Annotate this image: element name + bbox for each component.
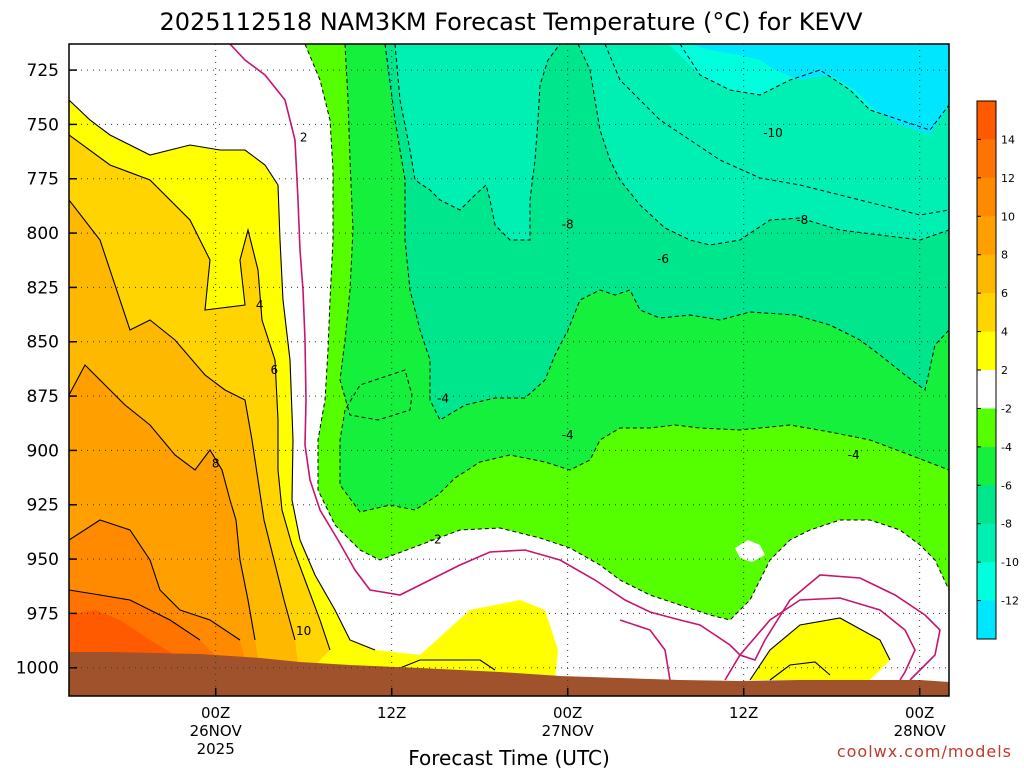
contour-2-pocket-right <box>749 617 891 681</box>
contour-label: -10 <box>763 126 783 140</box>
contour-2 <box>69 99 376 651</box>
colorbar-tick-label: 12 <box>1001 172 1015 185</box>
contour-label: -8 <box>562 217 574 231</box>
y-tick-label: 875 <box>27 387 59 407</box>
colorbar-segment <box>977 562 996 602</box>
y-tick-label: 950 <box>27 550 59 570</box>
fill-white-island <box>735 540 765 562</box>
colorbar-segment <box>977 254 996 294</box>
fill-gt14 <box>69 610 175 665</box>
colorbar-tick-label: 14 <box>1001 133 1015 146</box>
contour-label: -4 <box>562 428 574 442</box>
contour-m6 <box>384 44 949 421</box>
x-tick-label: 12Z <box>729 704 758 722</box>
contour-10 <box>69 519 241 641</box>
contour-m12 <box>679 44 949 131</box>
contour-4-pocket-right <box>769 661 831 681</box>
colorbar-segment <box>977 139 996 179</box>
plot-border <box>68 43 950 697</box>
x-tick-label: 28NOV <box>894 722 947 740</box>
colorbar-tick-label: -8 <box>1001 518 1012 531</box>
colorbar: 14 12 10 8 6 4 2 -2 -4 -6 -8 -10 -12 <box>976 100 1019 640</box>
colorbar-tick-label: 6 <box>1001 287 1008 300</box>
credit-link[interactable]: coolwx.com/models <box>837 742 1012 761</box>
colorbar-tick-label: 4 <box>1001 326 1008 339</box>
contour-label: 8 <box>212 456 220 470</box>
y-tick-label: 975 <box>27 604 59 624</box>
contour-label: 4 <box>256 298 264 312</box>
y-tick-label: 825 <box>27 278 59 298</box>
y-axis: 725 750 775 800 825 850 875 900 925 950 975 1000 <box>16 61 77 679</box>
colorbar-segment <box>977 370 996 409</box>
contour-8 <box>69 364 256 641</box>
y-tick-label: 800 <box>27 224 59 244</box>
y-tick-label: 925 <box>27 496 59 516</box>
y-tick-label: 1000 <box>16 659 59 679</box>
zero-degree-line-3 <box>724 597 916 681</box>
x-axis-label: Forecast Time (UTC) <box>408 746 610 768</box>
y-tick-label: 725 <box>27 61 59 81</box>
contour-label: -4 <box>848 448 860 462</box>
contour-m10 <box>604 44 949 216</box>
contour-label: 2 <box>300 130 308 144</box>
fill-lt-m12 <box>680 44 949 135</box>
y-tick-label: 775 <box>27 170 59 190</box>
colorbar-segment <box>977 331 996 371</box>
colorbar-tick-label: -4 <box>1001 441 1012 454</box>
colorbar-segment <box>977 177 996 217</box>
colorbar-tick-label: -6 <box>1001 479 1012 492</box>
colorbar-segment <box>977 523 996 563</box>
contour-label: 6 <box>271 363 279 377</box>
colorbar-segment <box>977 216 996 256</box>
contour-m8 <box>394 44 561 241</box>
contour-label: -6 <box>657 252 669 266</box>
colorbar-segment <box>977 408 996 448</box>
colorbar-segment <box>977 293 996 333</box>
zero-degree-line <box>229 44 941 681</box>
x-tick-label: 2025 <box>197 740 235 758</box>
colorbar-segment <box>977 485 996 525</box>
x-tick-label: 26NOV <box>190 722 243 740</box>
contour-m2 <box>304 44 949 621</box>
contour-label: -8 <box>796 213 808 227</box>
colorbar-tick-label: -12 <box>1001 595 1019 608</box>
contour-labels: 2 4 6 8 10 -2 -4 -4 -4 -6 -8 -8 -10 <box>212 126 860 638</box>
contour-label: -4 <box>437 391 449 405</box>
colorbar-segment <box>977 600 996 640</box>
y-tick-label: 850 <box>27 333 59 353</box>
colorbar-tick-label: 10 <box>1001 210 1015 223</box>
contour-4 <box>69 134 331 651</box>
contour-m8-right <box>577 44 949 246</box>
x-tick-label: 00Z <box>553 704 582 722</box>
contour-6 <box>69 199 296 641</box>
x-tick-label: 12Z <box>377 704 406 722</box>
x-tick-label: 00Z <box>201 704 230 722</box>
colorbar-segment <box>977 101 996 140</box>
y-tick-label: 900 <box>27 441 59 461</box>
contour-label: -2 <box>430 533 442 547</box>
colorbar-tick-label: -10 <box>1001 556 1019 569</box>
contour-label: 10 <box>296 624 311 638</box>
gridlines <box>69 44 949 696</box>
x-tick-label: 27NOV <box>542 722 595 740</box>
contour-12 <box>69 589 201 641</box>
ground-terrain <box>69 652 949 696</box>
chart-title: 2025112518 NAM3KM Forecast Temperature (… <box>159 8 863 36</box>
colorbar-tick-label: 8 <box>1001 249 1008 262</box>
y-tick-label: 750 <box>27 115 59 135</box>
colorbar-tick-label: -2 <box>1001 402 1012 415</box>
colorbar-segment <box>977 446 996 486</box>
colorbar-tick-label: 2 <box>1001 364 1008 377</box>
x-tick-label: 00Z <box>905 704 934 722</box>
contour-2-pocket-left <box>394 659 496 671</box>
plot-area <box>69 44 949 696</box>
fill-m10-m8 <box>395 44 949 245</box>
contour-m4 <box>339 44 949 513</box>
zero-degree-line-2 <box>619 619 671 681</box>
fill-warm-pocket-right <box>750 618 890 680</box>
